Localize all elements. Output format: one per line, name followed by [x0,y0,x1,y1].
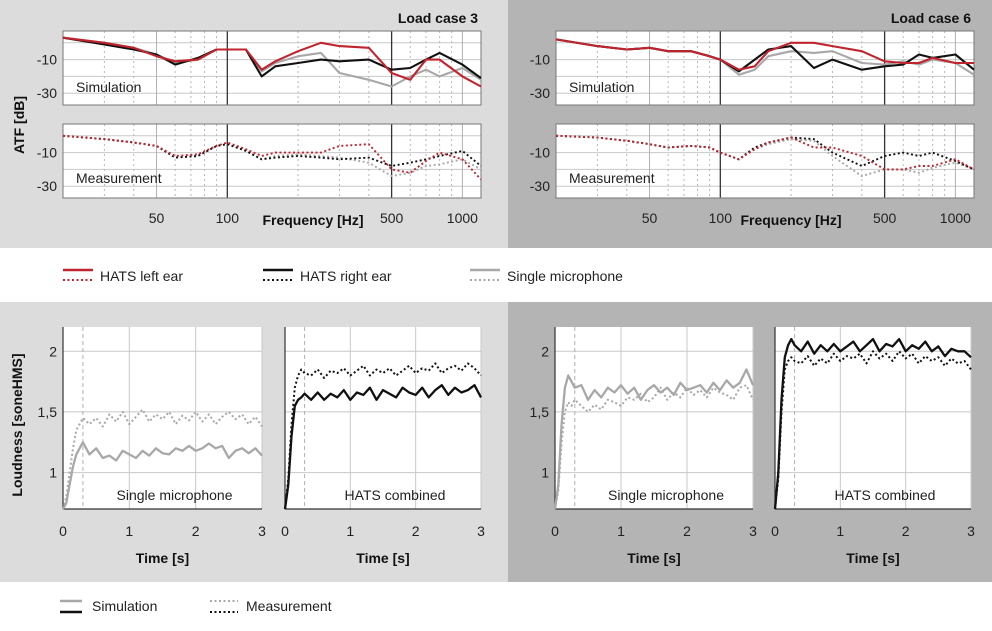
loud-c2-p0-xtick-label: 0 [59,523,67,539]
atf-c0-p0-panel-label: Simulation [76,79,141,95]
atf-c1-p0-frame [555,30,975,106]
loud-c2-p1-xtick-label: 0 [281,523,289,539]
loud-c2-ytick-label: 1 [49,465,57,481]
atf-c0-xtick-label: 50 [149,210,165,226]
loud-c2-p1-xtick-label: 3 [477,523,485,539]
loud-c2-p0-panel-label: Single microphone [117,487,233,503]
loud-c2-p0-series-gray-solid [61,441,263,510]
loud-c2-p0-plot-area [63,327,262,509]
loud-c2-p0-xtick-label: 3 [258,523,266,539]
atf-c0-xtick-label: 500 [380,210,404,226]
loud-c3-p1-series-black-solid [773,337,972,510]
loud-c2-p1-xtick-label: 2 [412,523,420,539]
atf-c0-p1-series-gray-dotted [62,134,482,178]
loud-c2-ytick-label: 2 [49,343,57,359]
loud-c3-p1-plot-area [775,327,971,509]
loud-c3-p1-series-black-dotted [774,350,972,510]
loud-c3-p1-xtick-label: 3 [967,523,975,539]
loud-c3-p0-xlabel: Time [s] [627,550,680,566]
atf-c0-p1-plot-area [63,124,481,198]
loudness-ylabel: Loudness [soneHMS] [9,353,25,496]
legend-right-ear-label: HATS right ear [300,268,392,284]
atf-c1-p0-panel-label: Simulation [569,79,634,95]
loud-c3-p0-xtick-label: 3 [749,523,757,539]
loud-c2-p1-xtick-label: 1 [346,523,354,539]
atf-c0-p1-ytick-label: -10 [37,145,57,161]
atf-c1-p1-plot-area [556,124,974,198]
atf-legend: HATS left ear HATS right ear Single micr… [63,268,623,284]
loud-c3-p1-xtick-label: 1 [836,523,844,539]
atf-c1-p1-ytick-label: -10 [530,145,550,161]
atf-c0-p1-ytick-label: -30 [37,178,57,194]
atf-c0-xtick-label: 1000 [447,210,478,226]
loud-c2-p1-series-black-solid [283,384,483,510]
atf-c1-p1-panel-label: Measurement [569,170,655,186]
loud-c3-p1-xtick-label: 2 [902,523,910,539]
atf-c1-xtick-label: 500 [873,210,897,226]
atf-c0-p0-series-red-solid [62,36,482,88]
atf-c1-xtick-label: 1000 [940,210,971,226]
atf-c1-p0-ytick-label: -10 [530,52,550,68]
loud-c2-p0-xtick-label: 2 [192,523,200,539]
loud-c3-p0-panel-label: Single microphone [608,487,724,503]
loud-c2-p0-xtick-label: 1 [125,523,133,539]
legend-measurement-label: Measurement [246,598,332,614]
atf-c0-p0-ytick-label: -30 [37,85,57,101]
loud-c2-ytick-label: 1,5 [38,404,58,420]
loud-c3-ytick-label: 1,5 [530,404,550,420]
loud-c3-p0-series-gray-solid [553,368,755,510]
atf-title-loadcase3: Load case 3 [398,10,478,26]
atf-c0-xtick-label: 100 [216,210,240,226]
atf-c0-p1-series-red-dotted [62,134,482,181]
loud-c2-p1-series-black-dotted [284,362,482,510]
loud-c3-p1-xlabel: Time [s] [846,550,899,566]
loud-c3-p1-panel-label: HATS combined [835,487,936,503]
loud-c2-p0-series-gray-dotted [62,408,263,510]
loud-c3-p0-xtick-label: 1 [617,523,625,539]
atf-c0-p1-panel-label: Measurement [76,170,162,186]
loud-c3-p0-plot-area [555,327,753,509]
atf-xlabel-loadcase3: Frequency [Hz] [262,212,363,228]
atf-c0-p0-ytick-label: -10 [37,52,57,68]
loud-c2-p1-panel-label: HATS combined [345,487,446,503]
atf-c1-p0-ytick-label: -30 [530,85,550,101]
atf-xlabel-loadcase6: Frequency [Hz] [740,212,841,228]
atf-c1-p0-plot-area [556,31,974,105]
atf-title-loadcase6: Load case 6 [891,10,971,26]
atf-c0-p0-frame [62,30,482,106]
loud-c2-p1-xlabel: Time [s] [356,550,409,566]
loudness-legend: Simulation Measurement [60,598,332,614]
atf-c1-p1-ytick-label: -30 [530,178,550,194]
atf-c1-p1-frame [555,123,975,199]
loud-c3-p0-xtick-label: 0 [551,523,559,539]
atf-c1-p0-series-red-solid [555,38,974,71]
loud-c3-ytick-label: 1 [541,465,549,481]
atf-ylabel: ATF [dB] [11,96,27,154]
loud-c2-p0-xlabel: Time [s] [136,550,189,566]
atf-c0-p1-series-black-dotted [62,134,482,167]
loud-c2-p1-plot-area [285,327,481,509]
atf-c0-p1-frame [62,123,482,199]
loud-c3-ytick-label: 2 [541,343,549,359]
atf-c1-xtick-label: 100 [709,210,733,226]
legend-left-ear-label: HATS left ear [100,268,183,284]
legend-single-mic-label: Single microphone [507,268,623,284]
atf-c1-xtick-label: 50 [642,210,658,226]
atf-c1-p1-series-red-dotted [555,134,975,171]
loud-c3-p0-xtick-label: 2 [683,523,691,539]
loud-c3-p1-xtick-label: 0 [771,523,779,539]
legend-simulation-label: Simulation [92,598,157,614]
